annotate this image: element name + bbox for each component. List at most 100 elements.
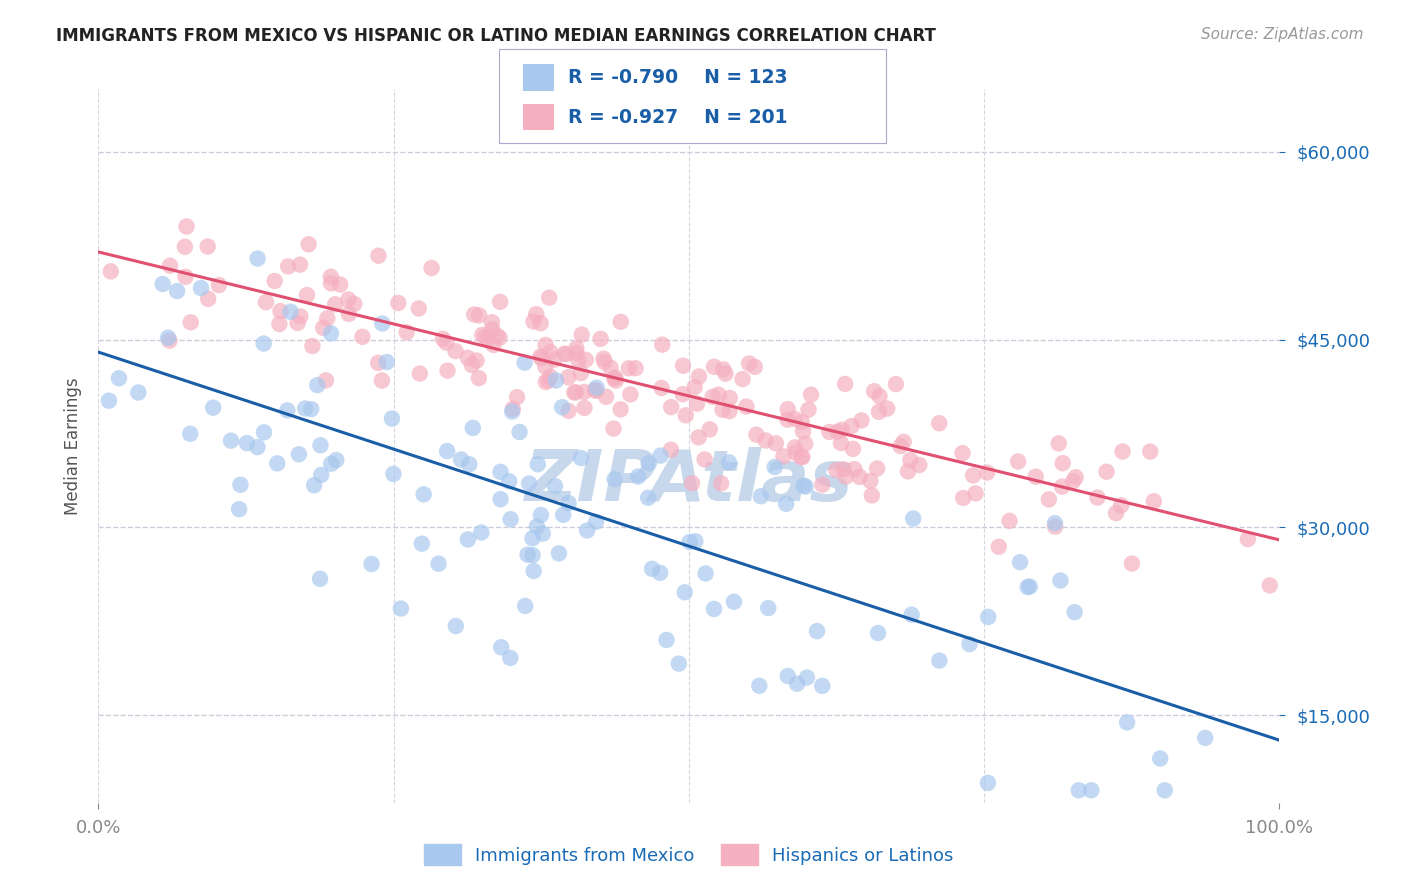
Point <box>228 502 250 516</box>
Point <box>565 346 588 360</box>
Point <box>288 447 311 461</box>
Text: ZIPAtlas: ZIPAtlas <box>524 447 853 516</box>
Point <box>650 566 672 580</box>
Point <box>436 444 458 458</box>
Point <box>1043 516 1066 530</box>
Point <box>444 619 467 633</box>
Point <box>152 277 174 291</box>
Point <box>1052 456 1074 470</box>
Point <box>551 401 574 415</box>
Point <box>488 331 510 345</box>
Point <box>506 390 529 404</box>
Point <box>522 548 544 562</box>
Point <box>796 671 818 685</box>
Point <box>316 311 339 326</box>
Point <box>714 367 737 381</box>
Point <box>811 477 834 491</box>
Point <box>792 478 814 492</box>
Point <box>831 423 853 437</box>
Point <box>602 421 624 435</box>
Point <box>603 371 626 385</box>
Point <box>863 384 886 399</box>
Text: R = -0.927    N = 201: R = -0.927 N = 201 <box>568 108 787 127</box>
Point <box>583 383 606 397</box>
Point <box>530 508 553 522</box>
Point <box>695 566 717 581</box>
Point <box>794 479 817 493</box>
Point <box>522 531 544 545</box>
Point <box>174 240 197 254</box>
Point <box>800 387 823 401</box>
Point <box>197 292 219 306</box>
Point <box>1018 580 1040 594</box>
Point <box>548 546 571 560</box>
Point <box>617 361 640 376</box>
Point <box>735 400 758 414</box>
Point <box>786 676 808 690</box>
Point <box>538 345 561 359</box>
Point <box>319 326 342 341</box>
Point <box>776 412 799 426</box>
Point <box>672 387 695 401</box>
Point <box>553 508 575 522</box>
Point <box>898 453 921 467</box>
Point <box>544 479 567 493</box>
Point <box>219 434 242 448</box>
Point <box>783 412 806 426</box>
Point <box>890 439 912 453</box>
Point <box>529 350 551 364</box>
Point <box>1067 783 1090 797</box>
Point <box>97 393 120 408</box>
Point <box>190 281 212 295</box>
Point <box>710 476 733 491</box>
Point <box>776 402 799 417</box>
Point <box>834 376 856 391</box>
Point <box>806 624 828 639</box>
Point <box>585 381 607 395</box>
Point <box>457 351 479 365</box>
Point <box>1017 580 1039 594</box>
Point <box>337 307 360 321</box>
Point <box>176 219 198 234</box>
Point <box>893 434 915 449</box>
Text: IMMIGRANTS FROM MEXICO VS HISPANIC OR LATINO MEDIAN EARNINGS CORRELATION CHART: IMMIGRANTS FROM MEXICO VS HISPANIC OR LA… <box>56 27 936 45</box>
Point <box>718 404 741 418</box>
Point <box>776 669 799 683</box>
Point <box>792 424 814 438</box>
Point <box>619 387 641 401</box>
Point <box>531 526 554 541</box>
Point <box>565 342 588 356</box>
Point <box>675 409 697 423</box>
Point <box>763 460 786 475</box>
Point <box>371 374 394 388</box>
Point <box>1050 480 1073 494</box>
Point <box>253 425 276 440</box>
Point <box>489 294 512 309</box>
Point <box>450 452 472 467</box>
Point <box>595 390 617 404</box>
Point <box>309 438 332 452</box>
Point <box>294 401 316 416</box>
Point <box>738 356 761 370</box>
Point <box>420 260 443 275</box>
Point <box>673 585 696 599</box>
Point <box>543 352 565 367</box>
Point <box>499 651 522 665</box>
Point <box>269 317 291 331</box>
Point <box>537 373 560 387</box>
Point <box>876 401 898 416</box>
Point <box>755 434 778 448</box>
Point <box>702 390 724 404</box>
Point <box>765 436 787 450</box>
Point <box>688 369 710 384</box>
Point <box>977 776 1000 790</box>
Point <box>897 464 920 478</box>
Point <box>360 557 382 571</box>
Point <box>1064 470 1087 484</box>
Point <box>627 469 650 483</box>
Point <box>100 264 122 278</box>
Point <box>180 315 202 329</box>
Point <box>699 422 721 436</box>
Point <box>463 308 485 322</box>
Point <box>246 440 269 454</box>
